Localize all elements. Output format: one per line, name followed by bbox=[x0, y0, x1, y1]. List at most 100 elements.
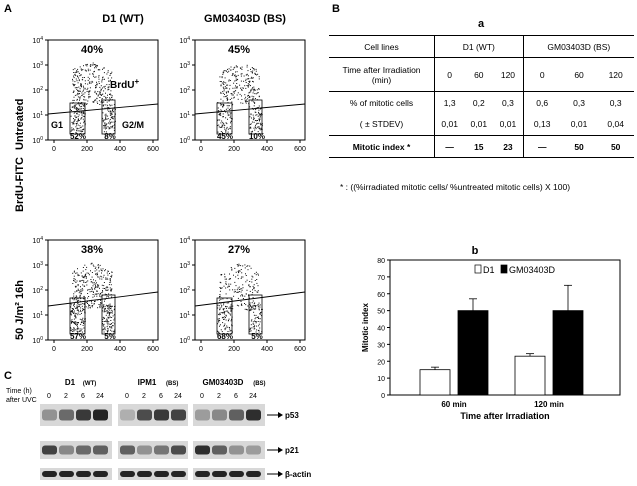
dot bbox=[88, 296, 90, 297]
time-cell: 120 bbox=[608, 69, 623, 80]
dot bbox=[106, 321, 108, 323]
dot bbox=[97, 286, 99, 288]
dot bbox=[89, 288, 91, 290]
dot bbox=[255, 314, 257, 316]
g2m-percent: 5% bbox=[104, 332, 116, 341]
dot bbox=[82, 90, 84, 92]
dot bbox=[240, 291, 242, 293]
dot bbox=[253, 86, 255, 88]
dot bbox=[71, 319, 73, 321]
dot bbox=[70, 310, 72, 312]
dot bbox=[245, 281, 247, 283]
dot bbox=[253, 105, 255, 107]
dot bbox=[259, 116, 261, 118]
dot bbox=[219, 76, 221, 78]
dot bbox=[108, 306, 110, 308]
dot bbox=[91, 301, 92, 303]
dot bbox=[73, 121, 75, 123]
dot bbox=[83, 116, 85, 117]
dot bbox=[250, 91, 252, 93]
blot-band bbox=[229, 409, 244, 421]
time-cell: 60 bbox=[574, 69, 584, 80]
dot bbox=[256, 114, 258, 116]
g2m-gate bbox=[248, 99, 263, 135]
dot bbox=[229, 330, 231, 332]
dot bbox=[73, 318, 75, 320]
dot bbox=[223, 309, 225, 311]
dot bbox=[252, 323, 254, 325]
dot bbox=[219, 290, 221, 292]
dot bbox=[82, 129, 83, 131]
dot bbox=[232, 91, 234, 93]
blot-group-label: GM03403D bbox=[203, 378, 244, 387]
dot bbox=[70, 314, 72, 316]
dot bbox=[86, 89, 88, 91]
dot bbox=[109, 120, 111, 122]
dot bbox=[256, 107, 258, 109]
dot bbox=[73, 321, 75, 323]
dot bbox=[244, 303, 245, 304]
dot bbox=[86, 272, 88, 274]
g2m-percent: 5% bbox=[251, 332, 263, 341]
dot bbox=[255, 271, 257, 273]
y-tick-label: 101 bbox=[179, 311, 190, 320]
dot bbox=[88, 93, 90, 95]
dot bbox=[97, 286, 99, 288]
dot bbox=[110, 281, 112, 283]
dot bbox=[108, 307, 110, 309]
dot bbox=[95, 286, 97, 288]
dot bbox=[233, 75, 235, 77]
dot bbox=[249, 116, 251, 118]
dot bbox=[103, 67, 105, 69]
dot bbox=[222, 72, 224, 74]
dot bbox=[72, 310, 73, 312]
dot bbox=[220, 103, 222, 105]
dot bbox=[72, 311, 74, 313]
dot bbox=[259, 306, 261, 308]
dot bbox=[222, 113, 224, 115]
dot bbox=[106, 319, 108, 321]
dot bbox=[108, 108, 110, 110]
dot bbox=[249, 286, 251, 288]
dot bbox=[76, 70, 78, 72]
dot bbox=[84, 302, 86, 304]
dot bbox=[108, 312, 110, 314]
dot bbox=[247, 265, 249, 267]
dot bbox=[110, 329, 112, 331]
dot bbox=[73, 299, 75, 301]
dot bbox=[76, 307, 78, 309]
g1-gate bbox=[69, 102, 86, 135]
dot bbox=[107, 94, 108, 96]
dot bbox=[84, 88, 86, 90]
dot bbox=[229, 301, 231, 303]
dot bbox=[98, 284, 100, 286]
dot bbox=[87, 293, 89, 294]
dot bbox=[77, 92, 79, 94]
dot bbox=[74, 115, 76, 117]
dot bbox=[223, 311, 225, 313]
blot-band bbox=[154, 471, 169, 477]
blot-band bbox=[42, 409, 57, 421]
dot bbox=[224, 93, 225, 95]
dot bbox=[232, 73, 233, 75]
dot bbox=[101, 94, 102, 96]
g2m-percent: 8% bbox=[104, 132, 116, 141]
dot bbox=[95, 87, 97, 89]
dot bbox=[77, 303, 79, 304]
dot bbox=[252, 114, 254, 116]
dot bbox=[80, 83, 82, 84]
dot bbox=[220, 112, 222, 114]
dot bbox=[76, 322, 78, 324]
dot bbox=[72, 92, 74, 93]
dot bbox=[82, 270, 84, 272]
dot bbox=[219, 313, 221, 315]
dot bbox=[92, 294, 94, 295]
dot bbox=[98, 83, 100, 84]
dot bbox=[231, 318, 232, 320]
dot bbox=[76, 290, 78, 292]
dot bbox=[89, 307, 91, 309]
dot bbox=[225, 308, 227, 309]
dot bbox=[96, 290, 97, 292]
dot bbox=[77, 327, 79, 329]
dot bbox=[247, 98, 249, 100]
